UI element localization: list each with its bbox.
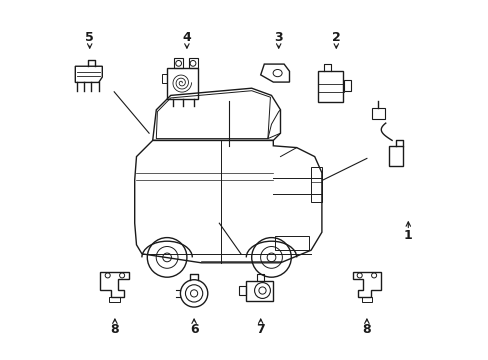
Text: 5: 5 xyxy=(85,31,94,44)
Text: 7: 7 xyxy=(256,323,264,336)
Text: 8: 8 xyxy=(110,323,119,336)
Text: 4: 4 xyxy=(182,31,191,44)
Text: 6: 6 xyxy=(189,323,198,336)
Text: 2: 2 xyxy=(331,31,340,44)
Text: 8: 8 xyxy=(362,323,370,336)
Text: 1: 1 xyxy=(403,229,412,242)
Text: 3: 3 xyxy=(274,31,283,44)
